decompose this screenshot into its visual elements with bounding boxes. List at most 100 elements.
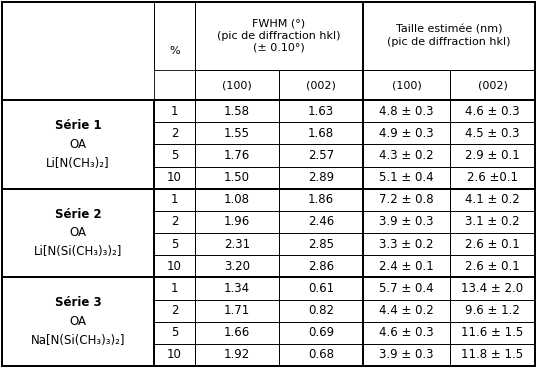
- Bar: [195, 144, 279, 166]
- Bar: [363, 322, 450, 344]
- Bar: [450, 322, 535, 344]
- Text: 1.08: 1.08: [224, 193, 250, 206]
- Bar: [450, 122, 535, 144]
- Text: 10: 10: [167, 260, 182, 273]
- Bar: [363, 300, 450, 322]
- Bar: [195, 2, 363, 70]
- Bar: [2, 277, 154, 366]
- Text: (002): (002): [477, 80, 507, 90]
- Bar: [279, 255, 363, 277]
- Bar: [450, 300, 535, 322]
- Text: Série 1: Série 1: [55, 119, 101, 132]
- Text: 0.68: 0.68: [308, 348, 334, 361]
- Bar: [154, 166, 195, 189]
- Bar: [195, 277, 279, 300]
- Text: 2.46: 2.46: [308, 215, 334, 229]
- Text: 4.6 ± 0.3: 4.6 ± 0.3: [379, 326, 434, 339]
- Bar: [154, 255, 195, 277]
- Bar: [154, 277, 535, 366]
- Bar: [195, 100, 279, 122]
- Bar: [154, 189, 535, 277]
- Bar: [279, 189, 363, 211]
- Bar: [154, 300, 195, 322]
- Bar: [450, 144, 535, 166]
- Bar: [2, 100, 154, 189]
- Bar: [154, 233, 195, 255]
- Bar: [279, 344, 363, 366]
- Text: 1.86: 1.86: [308, 193, 334, 206]
- Bar: [450, 189, 535, 211]
- Bar: [279, 211, 363, 233]
- Text: 2: 2: [171, 127, 178, 140]
- Text: 4.5 ± 0.3: 4.5 ± 0.3: [465, 127, 520, 140]
- Bar: [154, 2, 195, 100]
- Bar: [154, 100, 535, 189]
- Text: 2.86: 2.86: [308, 260, 334, 273]
- Text: 4.4 ± 0.2: 4.4 ± 0.2: [379, 304, 434, 317]
- Bar: [154, 344, 195, 366]
- Text: 0.82: 0.82: [308, 304, 334, 317]
- Text: 5.7 ± 0.4: 5.7 ± 0.4: [379, 282, 434, 295]
- Bar: [450, 255, 535, 277]
- Bar: [279, 144, 363, 166]
- Text: (100): (100): [222, 80, 252, 90]
- Text: Li[N(CH₃)₂]: Li[N(CH₃)₂]: [46, 157, 110, 170]
- Text: 13.4 ± 2.0: 13.4 ± 2.0: [461, 282, 524, 295]
- Text: 2.6 ±0.1: 2.6 ±0.1: [467, 171, 518, 184]
- Bar: [195, 322, 279, 344]
- Text: OA: OA: [69, 138, 86, 151]
- Text: 11.6 ± 1.5: 11.6 ± 1.5: [461, 326, 524, 339]
- Text: OA: OA: [69, 315, 86, 328]
- Bar: [363, 70, 450, 100]
- Bar: [154, 322, 195, 344]
- Text: 1.68: 1.68: [308, 127, 334, 140]
- Bar: [154, 2, 195, 70]
- Bar: [279, 70, 363, 100]
- Text: 4.9 ± 0.3: 4.9 ± 0.3: [379, 127, 434, 140]
- Text: 1.66: 1.66: [224, 326, 250, 339]
- Text: 2: 2: [171, 215, 178, 229]
- Bar: [363, 189, 450, 211]
- Bar: [279, 122, 363, 144]
- Bar: [154, 211, 195, 233]
- Text: 4.6 ± 0.3: 4.6 ± 0.3: [465, 105, 520, 118]
- Text: 1: 1: [171, 282, 178, 295]
- Bar: [363, 255, 450, 277]
- Bar: [195, 166, 279, 189]
- Bar: [195, 300, 279, 322]
- Text: (002): (002): [306, 80, 336, 90]
- Text: 1: 1: [171, 105, 178, 118]
- Text: 1.34: 1.34: [224, 282, 250, 295]
- Bar: [279, 277, 363, 300]
- Bar: [195, 344, 279, 366]
- Bar: [195, 211, 279, 233]
- Bar: [279, 300, 363, 322]
- Text: 5: 5: [171, 238, 178, 251]
- Text: 2.89: 2.89: [308, 171, 334, 184]
- Text: 2.85: 2.85: [308, 238, 334, 251]
- Text: 4.1 ± 0.2: 4.1 ± 0.2: [465, 193, 520, 206]
- Bar: [154, 122, 195, 144]
- Text: 2.6 ± 0.1: 2.6 ± 0.1: [465, 260, 520, 273]
- Bar: [450, 344, 535, 366]
- Text: 7.2 ± 0.8: 7.2 ± 0.8: [379, 193, 434, 206]
- Bar: [195, 233, 279, 255]
- Bar: [195, 70, 279, 100]
- Text: 3.20: 3.20: [224, 260, 250, 273]
- Text: 5.1 ± 0.4: 5.1 ± 0.4: [379, 171, 434, 184]
- Bar: [154, 277, 195, 300]
- Bar: [363, 100, 450, 122]
- Text: 5: 5: [171, 149, 178, 162]
- Text: Na[N(Si(CH₃)₃)₂]: Na[N(Si(CH₃)₃)₂]: [31, 334, 125, 347]
- Text: 1.58: 1.58: [224, 105, 250, 118]
- Text: Série 3: Série 3: [55, 296, 101, 309]
- Bar: [2, 189, 154, 277]
- Bar: [363, 2, 535, 70]
- Text: 0.61: 0.61: [308, 282, 334, 295]
- Text: 9.6 ± 1.2: 9.6 ± 1.2: [465, 304, 520, 317]
- Text: 3.9 ± 0.3: 3.9 ± 0.3: [379, 215, 434, 229]
- Bar: [279, 233, 363, 255]
- Bar: [363, 211, 450, 233]
- Text: 1.63: 1.63: [308, 105, 334, 118]
- Text: 1.50: 1.50: [224, 171, 250, 184]
